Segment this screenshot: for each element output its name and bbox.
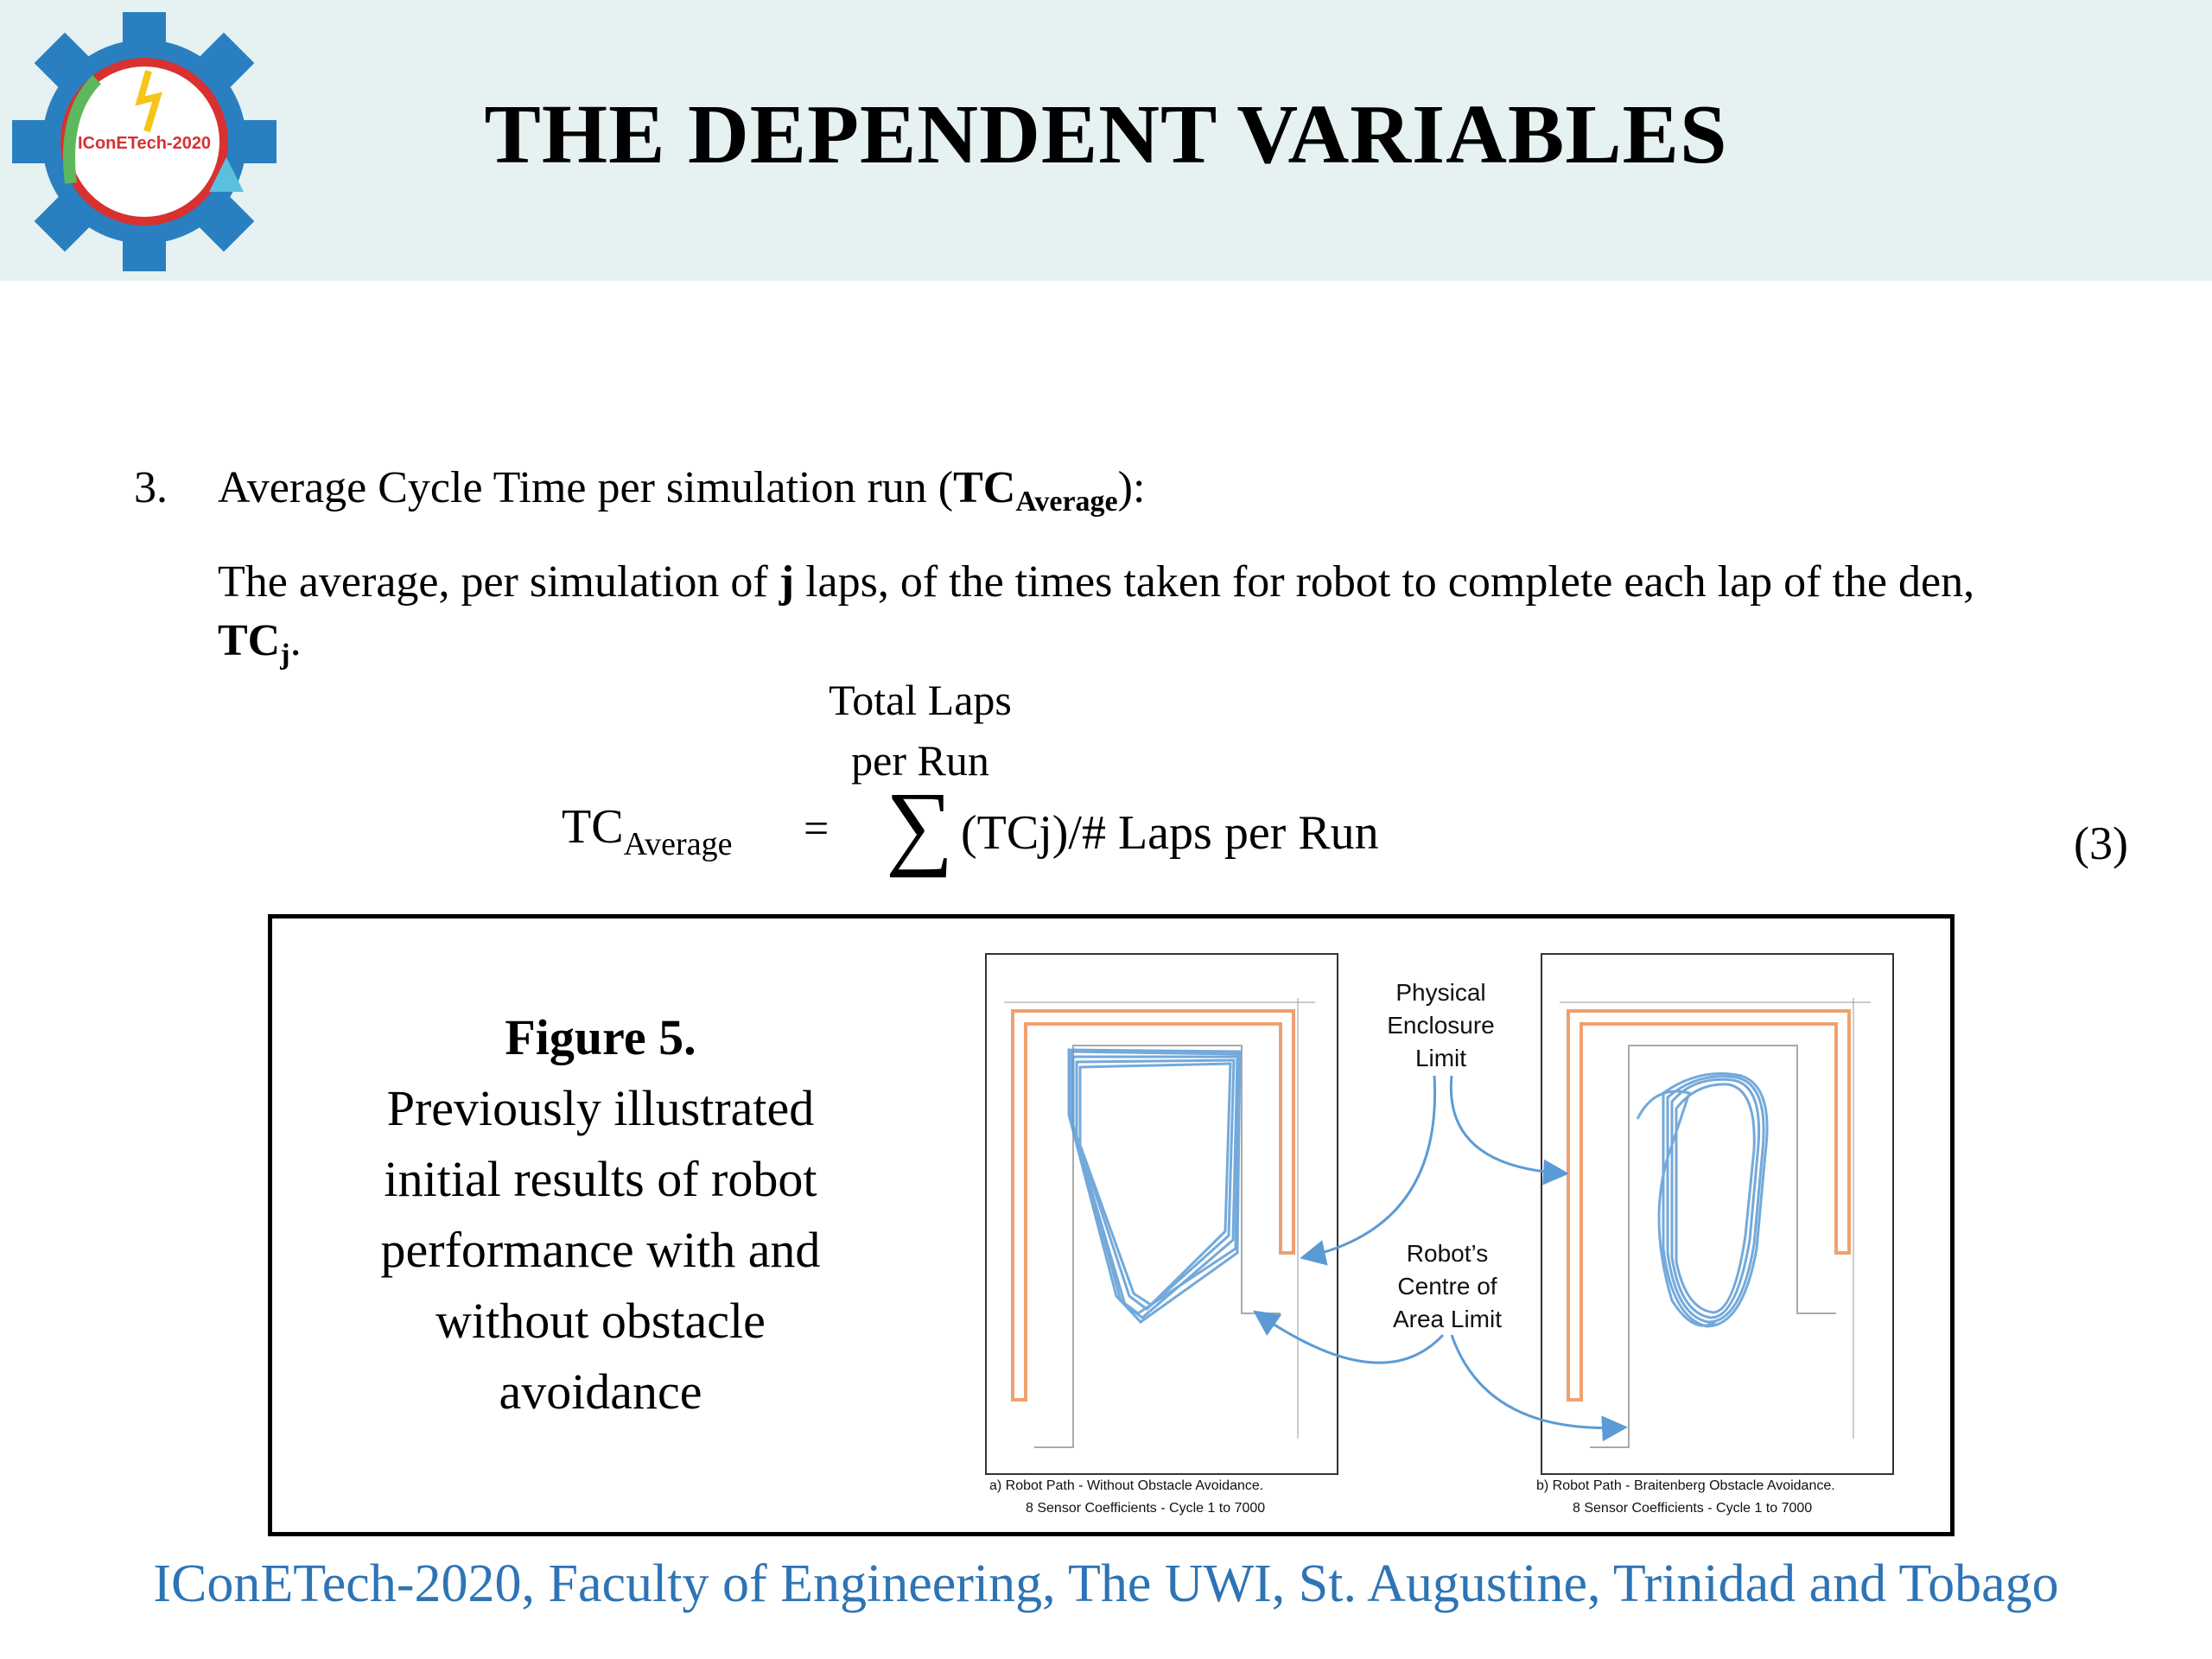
plot-b-graphic: [1560, 998, 1871, 1448]
conference-logo: IConETech-2020: [12, 12, 276, 271]
figure-caption-line: performance with and: [380, 1222, 821, 1278]
formula-lhs: TCAverage: [562, 800, 733, 862]
figure-caption-line: initial results of robot: [384, 1151, 817, 1207]
robot-path-plot-b: [1541, 953, 1894, 1475]
description-paragraph: The average, per simulation of j laps, o…: [218, 557, 1975, 671]
figure-caption-line: without obstacle: [435, 1293, 766, 1349]
sigma-symbol: ∑: [886, 772, 954, 878]
formula-rhs: (TCj)/# Laps per Run: [961, 806, 1379, 860]
figure-box: [268, 914, 1955, 1536]
annotation-robot-area: Robot’s Centre of Area Limit: [1392, 1240, 1503, 1332]
robot-path-plot-a: [985, 953, 1338, 1475]
item-heading: Average Cycle Time per simulation run (T…: [218, 463, 1146, 518]
logo-text: IConETech-2020: [78, 134, 211, 153]
figure-caption-line: avoidance: [499, 1363, 702, 1420]
sum-upper-limit: Total Laps per Run: [829, 676, 1012, 785]
item-number: 3.: [134, 463, 168, 512]
page-title: THE DEPENDENT VARIABLES: [484, 88, 1728, 181]
figure-caption-line: Previously illustrated: [386, 1080, 815, 1136]
plot-a-graphic: [1004, 998, 1315, 1448]
formula-equals: =: [804, 804, 830, 854]
plot-b-caption: b) Robot Path - Braitenberg Obstacle Avo…: [1536, 1478, 1835, 1516]
figure-heading: Figure 5.: [505, 1009, 696, 1065]
annotation-physical-enclosure: Physical Enclosure Limit: [1387, 979, 1495, 1071]
figure-caption: Figure 5. Previously illustrated initial…: [341, 1002, 860, 1427]
equation-number: (3): [2074, 817, 2128, 869]
footer-text: IConETech-2020, Faculty of Engineering, …: [153, 1554, 2059, 1613]
header-banner: IConETech-2020 THE DEPENDENT VARIABLES: [0, 0, 2212, 281]
plot-a-caption: a) Robot Path - Without Obstacle Avoidan…: [989, 1478, 1266, 1516]
